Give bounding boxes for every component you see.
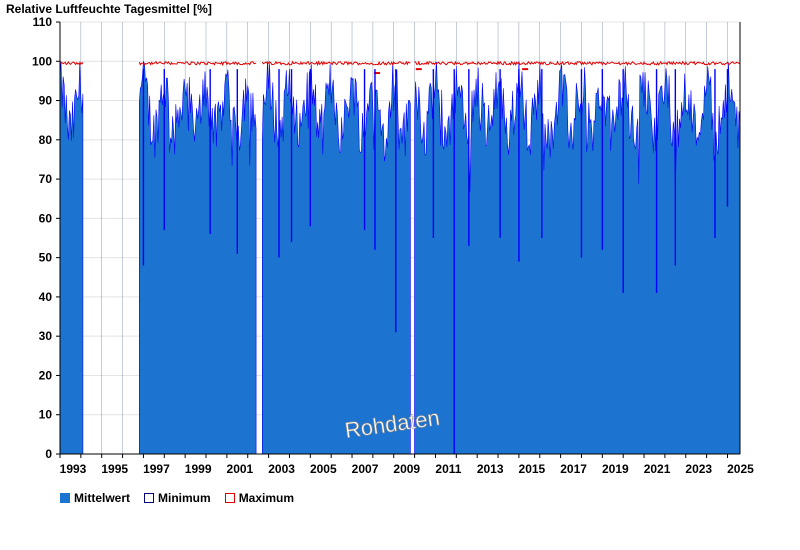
x-tick-label: 2017 bbox=[560, 462, 587, 476]
y-tick-label: 40 bbox=[39, 290, 53, 304]
x-tick-label: 2011 bbox=[435, 462, 461, 476]
x-tick-label: 1995 bbox=[101, 462, 128, 476]
mean-area bbox=[139, 61, 257, 455]
x-tick-label: 2025 bbox=[727, 462, 754, 476]
x-tick-label: 2003 bbox=[268, 462, 295, 476]
swatch-maximum bbox=[224, 493, 235, 503]
y-tick-label: 10 bbox=[39, 408, 53, 422]
legend-item-maximum: Maximum bbox=[224, 491, 295, 505]
x-tick-label: 1997 bbox=[143, 462, 170, 476]
y-tick-label: 90 bbox=[39, 94, 53, 108]
bars-layer bbox=[59, 61, 741, 455]
maximum-line bbox=[261, 60, 411, 67]
mean-area bbox=[414, 61, 741, 455]
legend-label-maximum: Maximum bbox=[238, 491, 295, 505]
swatch-minimum bbox=[144, 493, 155, 503]
y-tick-label: 110 bbox=[33, 15, 53, 29]
y-tick-label: 70 bbox=[39, 172, 53, 186]
x-tick-label: 2021 bbox=[644, 462, 671, 476]
dips-layer bbox=[142, 69, 729, 454]
legend-label-mittelwert: Mittelwert bbox=[74, 491, 131, 505]
x-tick-label: 2015 bbox=[519, 462, 546, 476]
swatch-mittelwert bbox=[60, 493, 70, 503]
x-tick-label: 2005 bbox=[310, 462, 337, 476]
x-tick-label: 1999 bbox=[185, 462, 212, 476]
ytick-layer: 0 10 20 30 40 50 60 70 80 90 100 110 bbox=[32, 15, 60, 461]
x-tick-label: 2001 bbox=[227, 462, 254, 476]
y-tick-label: 0 bbox=[45, 447, 52, 461]
max-layer bbox=[59, 60, 741, 75]
x-tick-label: 2007 bbox=[352, 462, 379, 476]
xtick-layer: 1993 1995 1997 1999 2001 2003 2005 2007 2009 2011… bbox=[59, 454, 754, 476]
y-tick-label: 50 bbox=[39, 251, 53, 265]
y-tick-label: 80 bbox=[39, 133, 53, 147]
x-tick-label: 2009 bbox=[393, 462, 420, 476]
legend-item-mittelwert: Mittelwert bbox=[60, 491, 130, 505]
y-tick-label: 100 bbox=[32, 54, 52, 68]
maximum-line bbox=[59, 60, 84, 66]
axes-layer bbox=[59, 22, 741, 455]
x-tick-label: 1993 bbox=[60, 462, 87, 476]
y-tick-label: 20 bbox=[39, 368, 53, 382]
y-tick-label: 30 bbox=[39, 329, 53, 343]
legend-item-minimum: Minimum bbox=[144, 491, 211, 505]
x-tick-label: 2023 bbox=[685, 462, 712, 476]
x-tick-label: 2013 bbox=[477, 462, 504, 476]
x-tick-label: 2019 bbox=[602, 462, 629, 476]
maximum-line bbox=[138, 60, 257, 67]
mean-area bbox=[262, 61, 411, 455]
legend: Mittelwert Minimum Maximum bbox=[60, 491, 294, 505]
maximum-line bbox=[414, 60, 741, 66]
chart-title: Relative Luftfeuchte Tagesmittel [%] bbox=[6, 2, 212, 16]
y-tick-label: 60 bbox=[39, 211, 53, 225]
mean-area bbox=[59, 61, 84, 455]
legend-label-minimum: Minimum bbox=[158, 491, 211, 505]
